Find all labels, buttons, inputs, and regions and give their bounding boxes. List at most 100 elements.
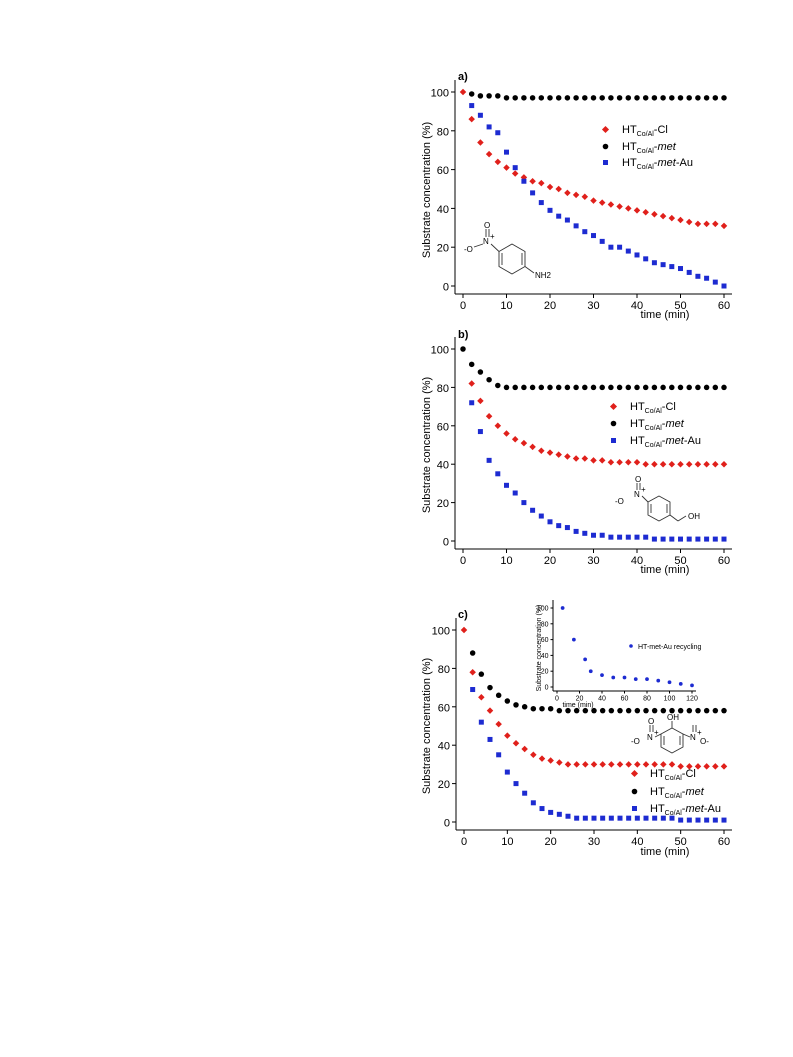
panel-c: c) 0 10 20 30 40 50 60 0 20 40 60 80 100 Substrate c… xyxy=(421,600,732,858)
data-point xyxy=(511,435,519,443)
data-point xyxy=(686,269,692,275)
data-point xyxy=(486,124,492,130)
data-point xyxy=(521,384,527,391)
data-point xyxy=(617,244,623,250)
data-point xyxy=(538,179,545,187)
data-point xyxy=(469,650,476,656)
panel-a: a) 0 10 20 30 40 50 60 0 20 40 60 80 100 Substrate c… xyxy=(421,71,732,321)
legend: HTCo/Al-Cl HTCo/Al-met HTCo/Al-met-Au xyxy=(630,768,721,817)
data-point xyxy=(555,95,562,101)
data-point xyxy=(686,384,692,391)
svg-text:HT-met-Au recycling: HT-met-Au recycling xyxy=(638,644,702,651)
x-tick-label: 40 xyxy=(598,696,606,703)
data-point xyxy=(608,244,614,250)
data-point xyxy=(645,677,649,681)
y-tick-label: 100 xyxy=(431,88,449,100)
data-point xyxy=(582,95,588,101)
data-point xyxy=(520,439,528,447)
data-point xyxy=(651,260,657,266)
y-tick-label: 0 xyxy=(443,537,449,549)
data-point xyxy=(504,482,509,488)
x-tick-label: 10 xyxy=(500,555,512,567)
circle-marker-icon xyxy=(602,143,609,150)
x-axis-title: time (min) xyxy=(641,309,690,321)
data-point xyxy=(529,95,536,101)
data-point xyxy=(588,669,593,674)
inset-x-axis-title: time (min) xyxy=(562,702,593,709)
data-point xyxy=(469,400,475,406)
data-point xyxy=(695,707,701,714)
data-point xyxy=(572,191,580,199)
svg-text:NH2: NH2 xyxy=(535,271,552,280)
data-point xyxy=(686,763,693,770)
data-point xyxy=(712,95,719,101)
data-point xyxy=(590,457,597,464)
data-point xyxy=(591,233,596,239)
data-point xyxy=(695,817,701,823)
data-point xyxy=(487,684,493,691)
data-point xyxy=(521,745,528,753)
data-point xyxy=(512,740,520,747)
data-point xyxy=(538,200,544,206)
data-point xyxy=(512,490,518,496)
x-tick-label: 60 xyxy=(621,696,629,703)
data-point xyxy=(712,384,719,391)
data-point xyxy=(530,507,536,513)
data-point xyxy=(643,815,649,821)
data-point xyxy=(513,702,519,708)
svg-text:+: + xyxy=(490,232,495,241)
x-tick-label: 50 xyxy=(674,555,686,567)
data-point xyxy=(565,707,571,714)
data-point xyxy=(590,761,598,768)
data-point xyxy=(694,220,702,228)
data-point xyxy=(529,177,536,185)
data-point xyxy=(521,178,527,184)
data-point xyxy=(555,451,562,458)
x-tick-label: 40 xyxy=(631,836,643,848)
molecule-structure: O N + -O NH2 xyxy=(464,221,552,280)
y-tick-label: 0 xyxy=(444,818,450,830)
data-point xyxy=(625,384,632,391)
series-ht-co-al-met xyxy=(469,650,727,714)
data-point xyxy=(530,751,537,759)
data-point xyxy=(539,806,545,812)
data-point xyxy=(486,93,492,99)
data-point xyxy=(555,384,562,391)
legend-item-ht-coal-met: HTCo/Al-met xyxy=(602,141,677,155)
y-tick-label: 20 xyxy=(541,669,549,676)
data-point xyxy=(529,384,536,391)
data-point xyxy=(625,205,632,212)
data-point xyxy=(512,95,518,101)
data-point xyxy=(560,606,565,610)
data-point xyxy=(712,817,718,823)
y-tick-label: 40 xyxy=(541,653,549,660)
legend-item-ht-coal-cl: HTCo/Al-Cl xyxy=(601,124,668,138)
legend-item-ht-coal-met: HTCo/Al-met xyxy=(610,418,685,432)
data-point xyxy=(677,95,684,101)
axes: 0 10 20 30 40 50 60 0 20 40 60 80 100 xyxy=(431,337,732,567)
data-point xyxy=(495,692,502,699)
data-point xyxy=(468,115,475,123)
x-tick-label: 0 xyxy=(461,836,467,848)
data-point xyxy=(530,190,536,196)
data-point xyxy=(468,361,475,368)
data-point xyxy=(616,761,624,768)
data-point xyxy=(611,675,616,680)
panel-label: a) xyxy=(458,71,468,83)
data-point xyxy=(703,763,710,770)
data-point xyxy=(477,429,483,435)
series-ht-co-al-cl xyxy=(460,626,728,770)
series-ht-co-al-met xyxy=(468,91,727,101)
svg-text:+: + xyxy=(697,728,702,737)
data-point xyxy=(660,95,666,101)
x-tick-label: 40 xyxy=(631,555,643,567)
data-point xyxy=(573,528,579,534)
svg-text:HTCo/Al-Cl: HTCo/Al-Cl xyxy=(630,401,676,415)
data-point xyxy=(622,675,627,680)
legend-item-ht-coal-met: HTCo/Al-met xyxy=(631,786,705,800)
data-point xyxy=(469,103,475,109)
data-point xyxy=(591,815,597,821)
data-point xyxy=(556,759,563,766)
data-point xyxy=(556,213,562,219)
